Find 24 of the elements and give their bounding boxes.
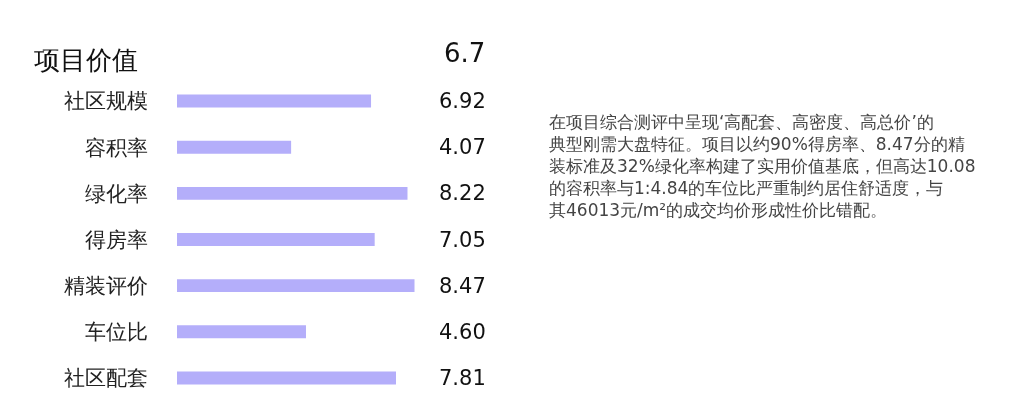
y-tick-label: 得房率	[85, 227, 148, 252]
bar	[177, 233, 375, 246]
bar	[177, 371, 396, 385]
y-tick-label: 精装评价	[64, 273, 148, 298]
data-label: 6.92	[439, 89, 486, 113]
y-tick-label: 社区规模	[64, 89, 148, 114]
data-label: 7.81	[439, 366, 486, 390]
data-label: 8.47	[439, 274, 486, 298]
bar	[177, 279, 415, 293]
y-tick-label: 车位比	[85, 320, 148, 345]
data-label: 7.05	[439, 228, 486, 252]
bar	[177, 140, 292, 154]
bar	[177, 186, 408, 200]
chart-title: 项目价值	[33, 45, 138, 76]
y-tick-label: 社区配套	[64, 366, 148, 391]
data-label: 8.22	[439, 181, 486, 205]
text: 6.7	[444, 38, 486, 68]
y-tick-label: 容积率	[85, 135, 148, 160]
text: 在项目综合测评中呈现‘高配套、高密度、高总价’的典型刚需大盘特征。项目以约90%得房率、8.47分的精装标准及32%绿化率构建了实用价值基底，但高达10.08的容积率与1:4.84的车位比严重制约居住舒适度，与其46013元/m²的成交均价形成性价比错配。	[549, 112, 976, 221]
data-label: 4.60	[439, 320, 486, 344]
bar	[177, 94, 372, 108]
data-label: 4.07	[439, 135, 486, 159]
y-tick-label: 绿化率	[85, 181, 148, 206]
bar	[177, 325, 306, 339]
